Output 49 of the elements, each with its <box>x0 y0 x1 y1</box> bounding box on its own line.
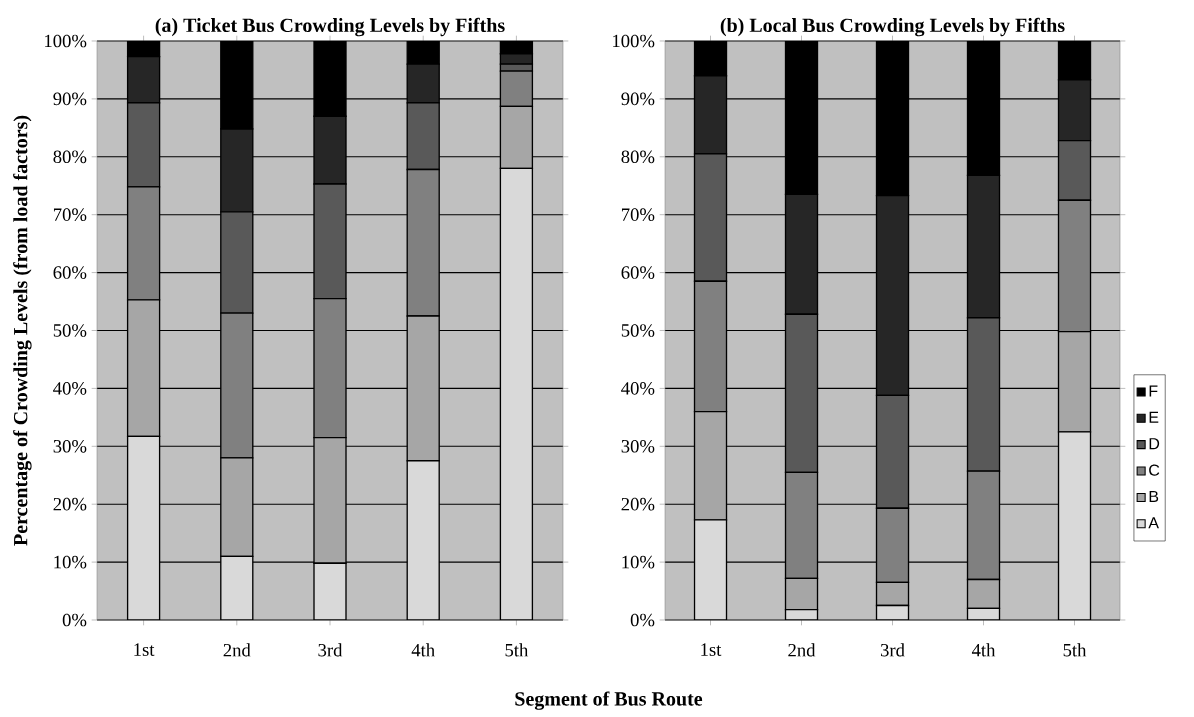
y-tick-label: 90% <box>621 92 655 106</box>
x-tick-label: 1st <box>134 643 155 656</box>
x-tick-label: 5th <box>1063 643 1087 657</box>
y-tick-label: 30% <box>621 439 655 453</box>
y-tick-label: 90% <box>53 92 87 106</box>
x-tick-label: 1st <box>701 643 722 656</box>
x-tick-label: 4th <box>411 643 435 657</box>
bar <box>499 167 534 620</box>
y-tick-label: 100% <box>613 34 655 48</box>
x-tick-label: 5th <box>505 643 529 657</box>
bar <box>220 555 254 620</box>
bar <box>1057 431 1092 620</box>
y-tick-label: 70% <box>621 208 655 222</box>
y-tick-label: 30% <box>53 439 87 453</box>
y-tick-label: 60% <box>53 266 87 279</box>
bar <box>693 519 728 620</box>
y-axis-title: Percentage of Crowding Levels (from load factors) <box>13 115 32 546</box>
y-tick-label: 20% <box>53 497 87 511</box>
legend-label: F <box>1149 385 1158 397</box>
bar <box>406 460 440 620</box>
chart-title: (a) Ticket Bus Crowding Levels by Fifths <box>155 17 505 37</box>
y-tick-label: 100% <box>45 34 87 48</box>
x-tick-label: 2nd <box>788 643 816 657</box>
chart-title: (b) Local Bus Crowding Levels by Fifths <box>720 17 1065 37</box>
y-tick-label: 80% <box>53 150 87 164</box>
bar <box>126 435 161 620</box>
x-tick-label: 2nd <box>223 643 251 657</box>
x-tick-label: 3rd <box>880 643 905 657</box>
y-tick-label: 50% <box>621 324 655 337</box>
legend-label: A <box>1148 517 1159 529</box>
legend-label: B <box>1149 490 1159 502</box>
legend-label: E <box>1149 411 1159 423</box>
bar <box>313 562 347 620</box>
x-tick-label: 3rd <box>318 643 343 657</box>
y-tick-label: 10% <box>54 555 87 569</box>
y-tick-label: 40% <box>621 382 655 395</box>
y-tick-label: 10% <box>622 555 655 569</box>
y-tick-label: 20% <box>621 497 655 511</box>
y-tick-label: 50% <box>53 324 87 337</box>
y-tick-label: 0% <box>62 613 87 627</box>
x-tick-label: 4th <box>971 643 996 657</box>
legend-label: C <box>1149 464 1160 476</box>
y-tick-label: 0% <box>630 613 655 627</box>
y-tick-label: 70% <box>53 208 87 222</box>
y-tick-label: 40% <box>53 382 87 395</box>
y-tick-label: 60% <box>621 266 655 279</box>
y-tick-label: 80% <box>621 150 655 164</box>
x-axis-title: Segment of Bus Route <box>515 691 703 710</box>
legend-label: D <box>1149 438 1160 450</box>
